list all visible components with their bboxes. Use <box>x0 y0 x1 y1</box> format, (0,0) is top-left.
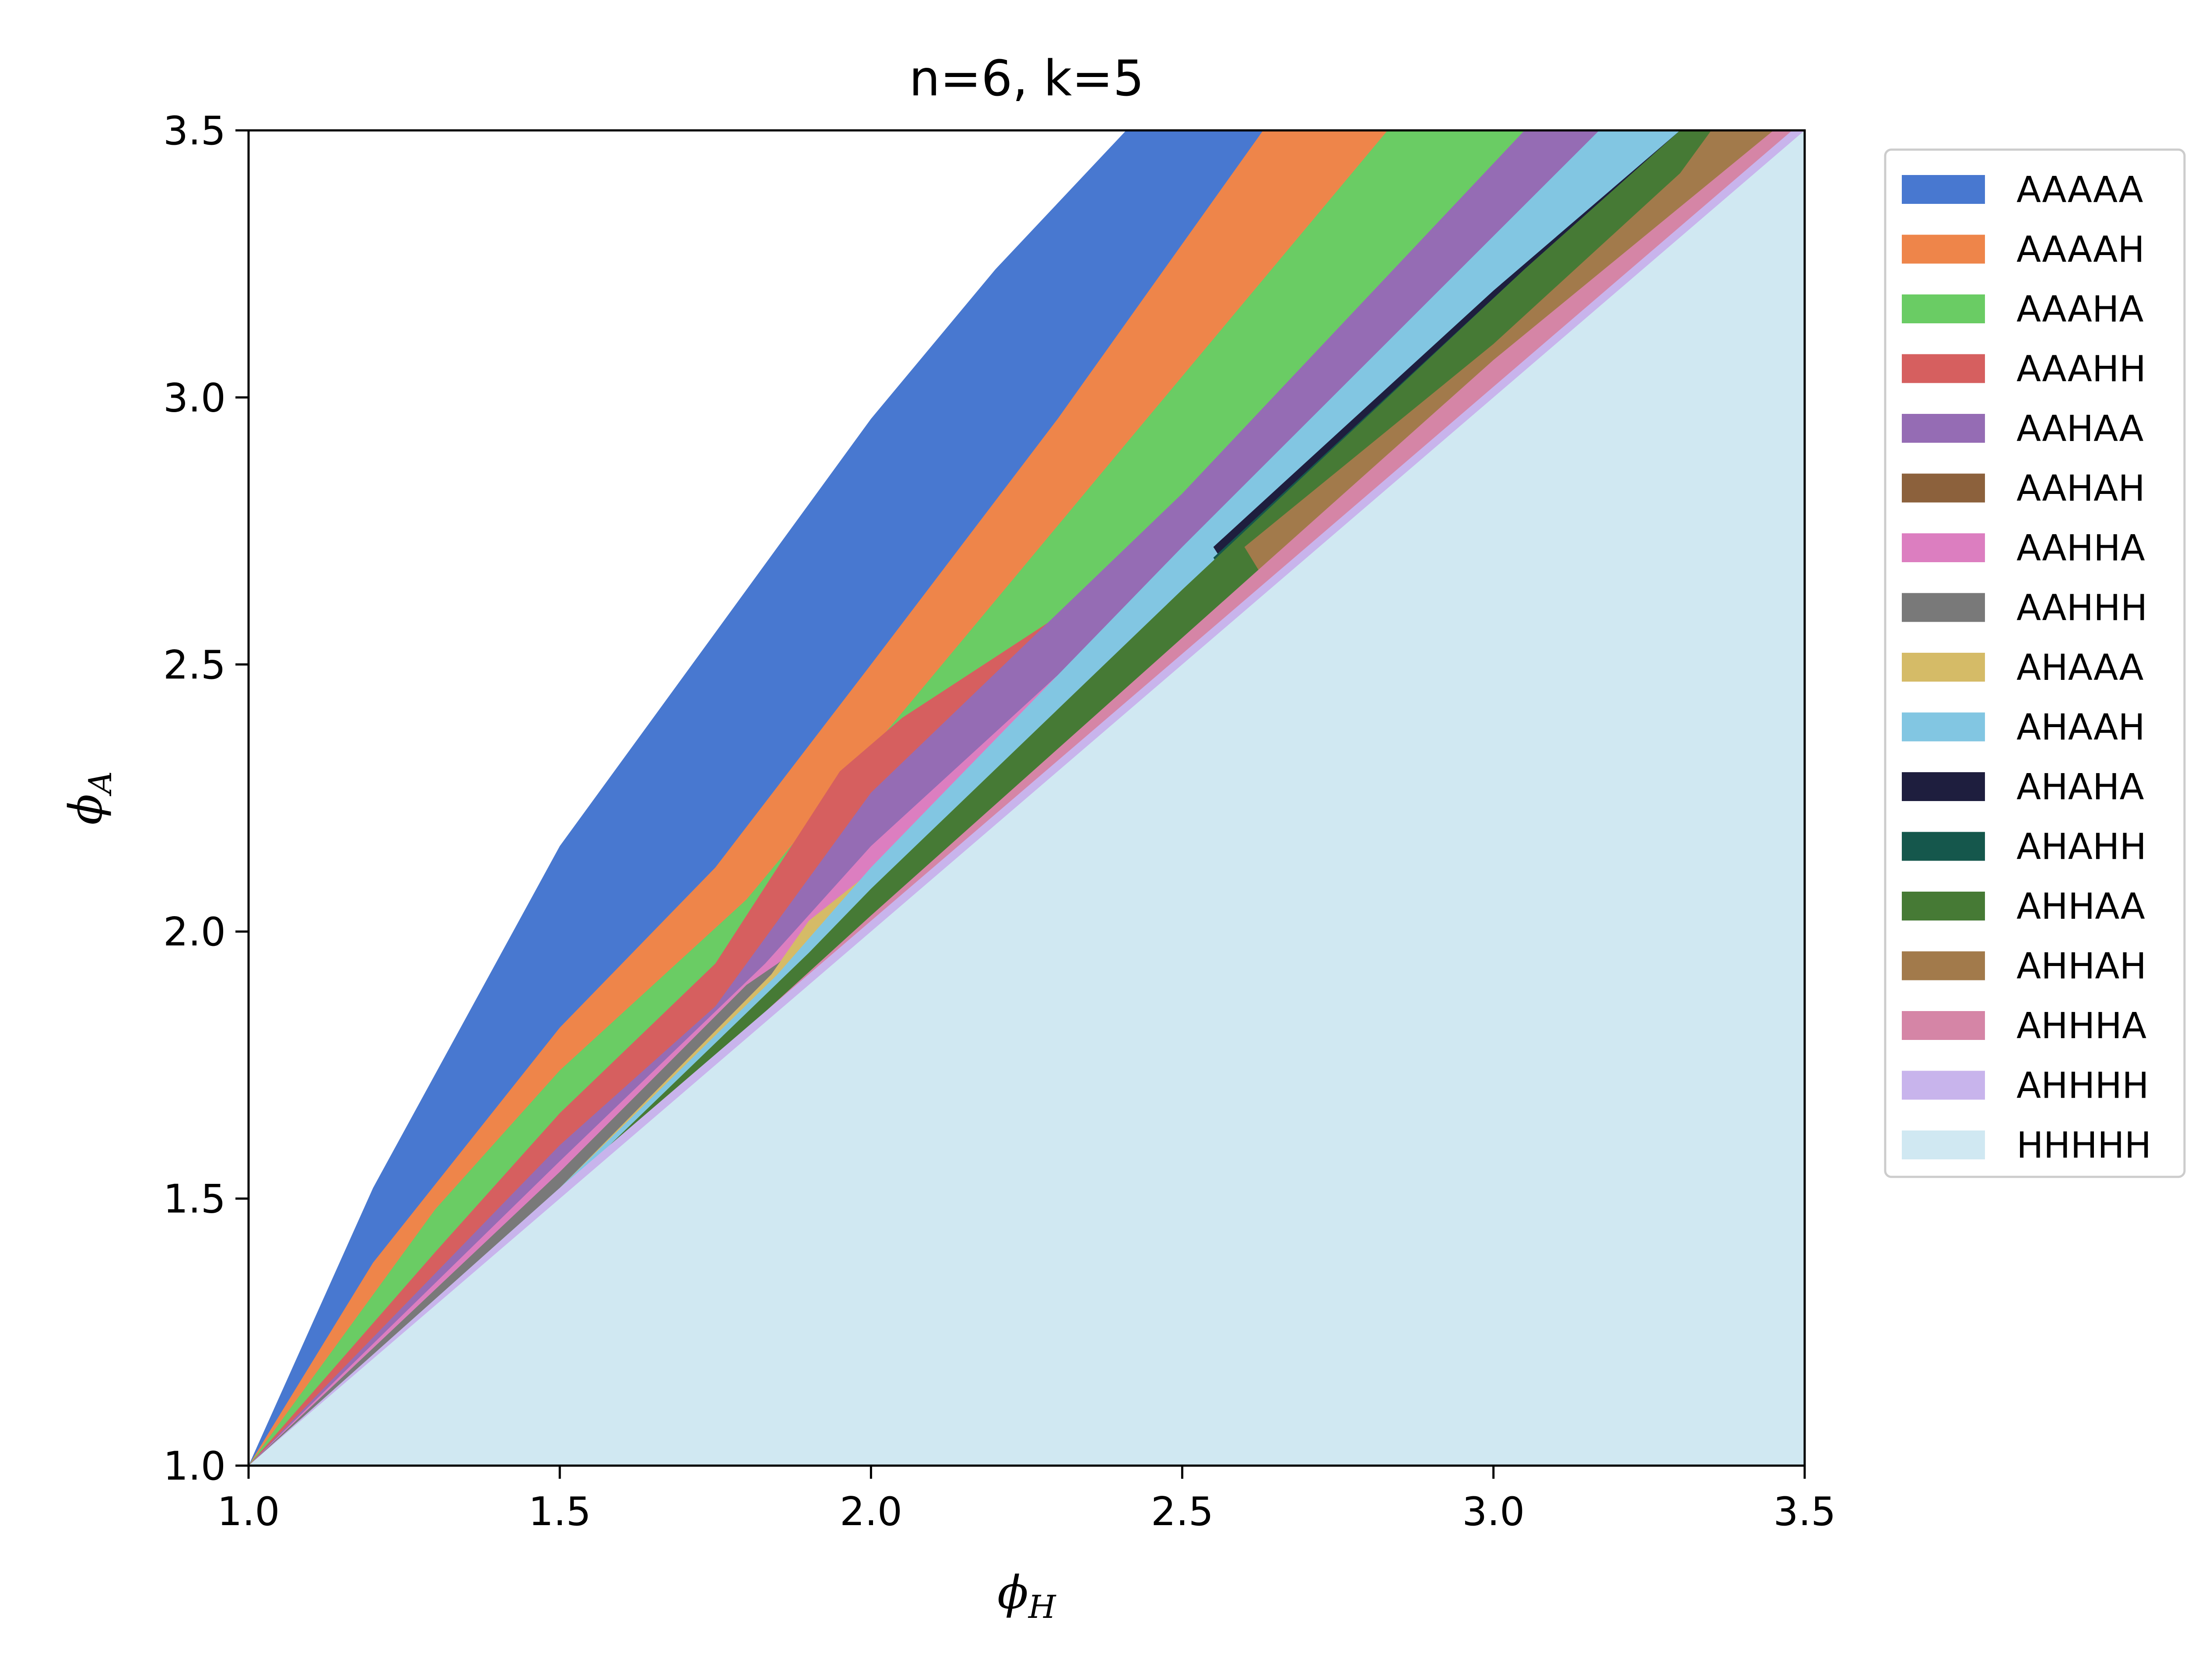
plot-area <box>247 129 1806 1467</box>
legend-swatch <box>1902 294 1985 323</box>
legend-label: HHHHH <box>2016 1125 2151 1166</box>
y-tick-label: 2.5 <box>163 642 226 688</box>
y-tick-label: 3.5 <box>163 108 226 154</box>
legend-swatch <box>1902 414 1985 443</box>
legend-label: AHAHH <box>2016 826 2146 868</box>
y-tick-label: 3.0 <box>163 375 226 421</box>
x-tick-label: 1.5 <box>529 1489 591 1535</box>
legend-swatch <box>1902 175 1985 204</box>
legend-label: AHHAA <box>2016 886 2145 928</box>
x-tick-label: 2.0 <box>840 1489 902 1535</box>
x-tick-label: 1.0 <box>217 1489 280 1535</box>
legend-swatch <box>1902 593 1985 622</box>
y-axis-label-base: ϕ <box>59 794 112 825</box>
legend-label: AHAAH <box>2016 707 2145 749</box>
legend-swatch <box>1902 951 1985 980</box>
legend-label: AAHAA <box>2016 408 2144 450</box>
x-axis-label-sub: H <box>1027 1589 1056 1625</box>
legend-swatch <box>1902 653 1985 682</box>
legend-swatch <box>1902 712 1985 742</box>
x-axis-label-base: ϕ <box>997 1566 1028 1619</box>
legend-label: AHAHA <box>2016 766 2144 808</box>
legend-label: AHHAH <box>2016 946 2146 987</box>
y-axis-label-sub: A <box>82 771 119 797</box>
legend-label: AAHHA <box>2016 528 2145 569</box>
legend-swatch <box>1902 1130 1985 1159</box>
legend-label: AAHHH <box>2016 588 2147 629</box>
region-hhhhh <box>249 130 1805 1466</box>
x-axis-label: ϕH <box>997 1566 1056 1625</box>
legend: AAAAA AAAAH AAAHA AAAHH AAHAA AAHAH AAHHA AAHHH… <box>1884 148 2186 1178</box>
legend-swatch <box>1902 892 1985 920</box>
legend-swatch <box>1902 772 1985 801</box>
legend-label: AAAHA <box>2016 289 2144 330</box>
y-axis: 1.0 1.5 2.0 2.5 3.0 3.5 <box>163 108 249 1489</box>
y-axis-label: ϕA <box>59 771 119 825</box>
legend-label: AAHAH <box>2016 468 2145 510</box>
legend-swatch <box>1902 1071 1985 1100</box>
x-axis: 1.0 1.5 2.0 2.5 3.0 3.5 <box>217 1466 1836 1535</box>
y-tick-label: 2.0 <box>163 909 226 955</box>
legend-swatch <box>1902 533 1985 562</box>
x-tick-label: 3.0 <box>1462 1489 1525 1535</box>
legend-label: AAAHH <box>2016 349 2146 390</box>
y-tick-label: 1.0 <box>163 1443 226 1489</box>
legend-label: AHHHA <box>2016 1005 2146 1047</box>
legend-label: AAAAH <box>2016 229 2145 271</box>
legend-swatch <box>1902 1011 1985 1040</box>
legend-label: AHHHH <box>2016 1065 2149 1107</box>
chart-title: n=6, k=5 <box>909 50 1144 107</box>
legend-swatch <box>1902 354 1985 383</box>
legend-swatch <box>1902 234 1985 264</box>
legend-label: AHAAA <box>2016 647 2144 689</box>
y-axis-label-group: ϕA <box>59 771 119 825</box>
legend-label: AAAAA <box>2016 169 2143 211</box>
plot-frame <box>247 129 1806 1467</box>
y-tick-label: 1.5 <box>163 1176 226 1222</box>
legend-swatch <box>1902 832 1985 861</box>
x-tick-label: 2.5 <box>1151 1489 1213 1535</box>
legend-swatch <box>1902 473 1985 503</box>
region-layer <box>249 130 1805 1466</box>
x-tick-label: 3.5 <box>1773 1489 1836 1535</box>
